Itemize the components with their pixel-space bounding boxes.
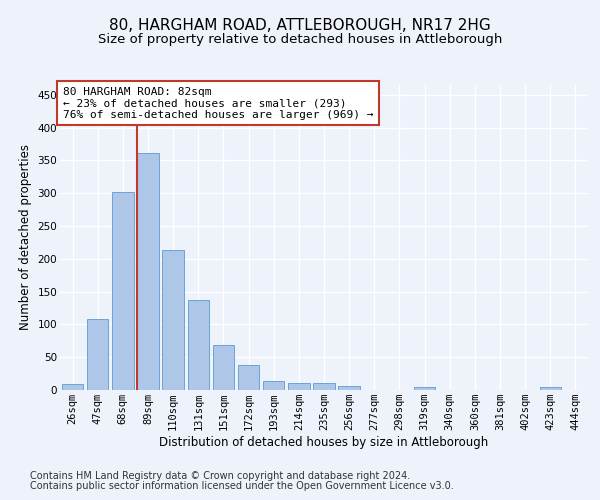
Text: Size of property relative to detached houses in Attleborough: Size of property relative to detached ho… <box>98 32 502 46</box>
Text: 80, HARGHAM ROAD, ATTLEBOROUGH, NR17 2HG: 80, HARGHAM ROAD, ATTLEBOROUGH, NR17 2HG <box>109 18 491 32</box>
Y-axis label: Number of detached properties: Number of detached properties <box>19 144 32 330</box>
Bar <box>188 300 209 390</box>
Bar <box>288 383 310 390</box>
Bar <box>112 192 134 390</box>
Bar <box>238 365 259 390</box>
Bar <box>137 152 158 390</box>
Bar <box>338 386 360 390</box>
Bar <box>163 250 184 390</box>
Bar <box>263 382 284 390</box>
Bar <box>62 384 83 390</box>
Bar <box>213 344 234 390</box>
Text: Contains public sector information licensed under the Open Government Licence v3: Contains public sector information licen… <box>30 481 454 491</box>
Bar <box>313 384 335 390</box>
Bar <box>414 388 435 390</box>
Text: 80 HARGHAM ROAD: 82sqm
← 23% of detached houses are smaller (293)
76% of semi-de: 80 HARGHAM ROAD: 82sqm ← 23% of detached… <box>62 86 373 120</box>
Bar <box>87 319 109 390</box>
X-axis label: Distribution of detached houses by size in Attleborough: Distribution of detached houses by size … <box>160 436 488 449</box>
Text: Contains HM Land Registry data © Crown copyright and database right 2024.: Contains HM Land Registry data © Crown c… <box>30 471 410 481</box>
Bar <box>539 388 561 390</box>
